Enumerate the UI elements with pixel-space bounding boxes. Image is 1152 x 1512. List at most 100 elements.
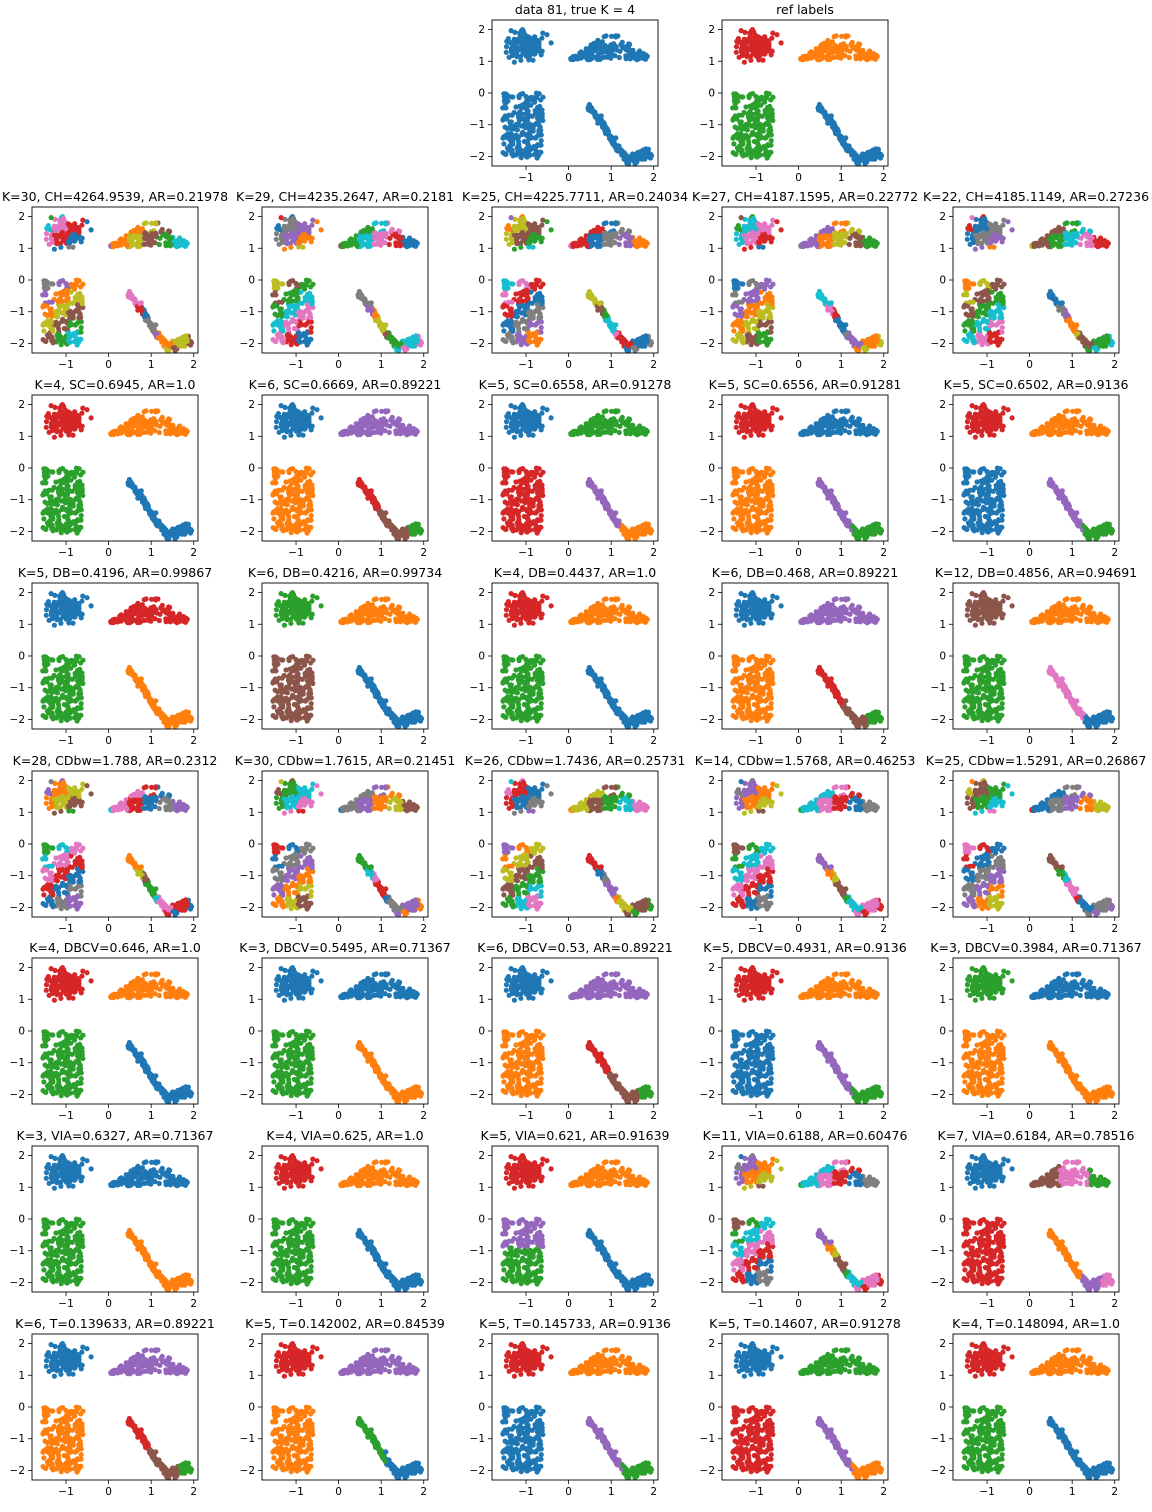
data-point — [617, 48, 623, 54]
data-point — [500, 322, 506, 328]
data-point — [516, 93, 522, 99]
data-point — [393, 240, 399, 246]
data-point — [529, 311, 536, 317]
data-point — [288, 244, 294, 250]
data-point — [857, 56, 864, 62]
data-point — [517, 220, 523, 226]
data-point — [63, 290, 69, 296]
x-tick-label: −1 — [748, 359, 763, 371]
data-point — [738, 28, 744, 34]
data-point — [590, 46, 596, 52]
data-point — [274, 279, 280, 285]
x-tick-label: 1 — [838, 172, 845, 184]
y-tick-label: −1 — [700, 119, 715, 131]
x-tick-label: 2 — [880, 172, 887, 184]
data-point — [734, 145, 741, 151]
data-point — [603, 33, 609, 39]
data-point — [275, 285, 281, 291]
data-point — [523, 290, 529, 296]
data-point — [55, 335, 61, 341]
subplot-r1-c0: K=30, CH=4264.9539, AR=0.21978−1 0 1 2−2−10… — [2, 189, 228, 371]
data-point — [590, 233, 596, 239]
data-point — [286, 280, 292, 286]
data-point — [540, 30, 546, 36]
data-point — [41, 302, 47, 308]
data-point — [731, 141, 737, 147]
data-point — [513, 321, 519, 327]
points — [961, 214, 1116, 354]
data-point — [739, 311, 745, 317]
data-point — [1104, 242, 1110, 248]
data-point — [769, 48, 775, 54]
data-point — [570, 243, 576, 249]
data-point — [163, 234, 169, 240]
data-point — [46, 241, 52, 247]
data-point — [747, 33, 753, 39]
data-point — [509, 337, 516, 343]
y-tick-label: 2 — [248, 211, 255, 223]
data-point — [756, 147, 762, 154]
data-point — [304, 234, 310, 240]
data-point — [616, 54, 622, 61]
data-point — [51, 226, 57, 232]
x-tick-label: 0 — [105, 359, 112, 371]
data-point — [372, 236, 378, 242]
data-point — [867, 241, 873, 247]
data-point — [518, 310, 525, 316]
y-tick-label: 0 — [248, 275, 255, 287]
data-point — [732, 124, 738, 130]
data-point — [627, 56, 634, 62]
data-point — [540, 117, 546, 124]
data-point — [74, 234, 80, 240]
data-point — [601, 54, 607, 60]
data-point — [181, 334, 188, 340]
y-tick-label: −2 — [700, 338, 715, 350]
data-point — [514, 54, 520, 60]
data-point — [623, 234, 629, 240]
data-point — [281, 246, 287, 252]
data-point — [853, 240, 859, 246]
data-point — [766, 42, 772, 49]
data-point — [271, 302, 277, 308]
data-point — [762, 338, 768, 345]
data-point — [1088, 243, 1094, 249]
data-point — [509, 299, 515, 305]
data-point — [748, 310, 755, 316]
data-point — [638, 151, 645, 157]
data-point — [846, 241, 852, 248]
data-point — [986, 231, 992, 237]
data-point — [281, 226, 287, 232]
data-point — [765, 91, 771, 97]
y-tick-label: −2 — [700, 151, 715, 163]
data-point — [967, 241, 973, 247]
data-point — [1053, 241, 1059, 247]
data-point — [1062, 241, 1068, 247]
data-point — [110, 243, 116, 249]
data-point — [58, 342, 64, 348]
data-point — [536, 109, 542, 115]
data-point — [767, 149, 774, 155]
data-point — [853, 152, 859, 158]
data-point — [503, 236, 509, 242]
data-point — [536, 121, 542, 127]
data-point — [609, 33, 615, 39]
data-point — [43, 231, 50, 237]
y-tick-label: 1 — [248, 243, 255, 255]
data-point — [532, 151, 538, 158]
data-point — [525, 231, 531, 237]
data-point — [172, 344, 178, 351]
data-point — [868, 151, 875, 157]
data-point — [591, 297, 597, 303]
data-point — [753, 290, 759, 296]
points — [40, 214, 195, 354]
data-point — [745, 298, 751, 304]
data-point — [520, 116, 526, 122]
data-point — [833, 220, 839, 226]
data-point — [397, 243, 403, 249]
data-point — [1009, 227, 1015, 233]
data-point — [76, 229, 82, 235]
data-point — [77, 336, 83, 342]
data-point — [843, 322, 849, 328]
data-point — [505, 285, 511, 291]
